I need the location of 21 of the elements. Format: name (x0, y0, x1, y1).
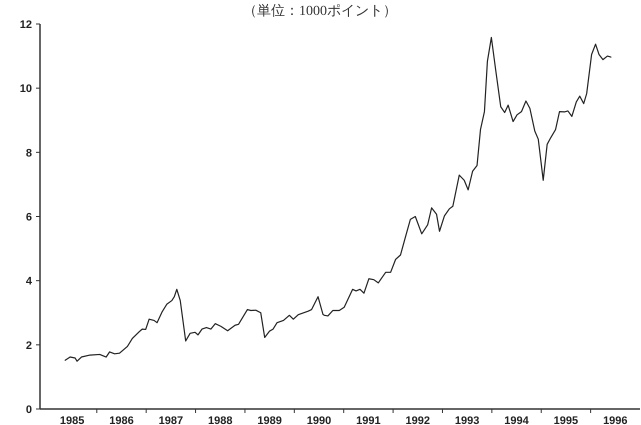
x-tick-label: 1988 (208, 415, 232, 425)
x-tick-label: 1987 (158, 415, 184, 425)
x-tick-label: 1991 (356, 415, 381, 425)
x-tick-label: 1995 (554, 415, 578, 425)
x-tick-label: 1993 (454, 415, 480, 425)
y-tick-label: 6 (26, 212, 32, 224)
x-tick-label: 1992 (406, 415, 430, 425)
line-series (64, 36, 612, 362)
y-tick-label: 0 (26, 404, 32, 416)
x-tick-label: 1986 (109, 415, 134, 425)
x-tick-label: 1996 (603, 415, 628, 425)
y-tick-label: 2 (26, 340, 32, 352)
y-tick-label: 4 (26, 276, 33, 288)
y-tick-label: 8 (26, 147, 32, 160)
y-tick-label: 12 (20, 19, 32, 31)
y-tick-label: 10 (20, 83, 32, 96)
x-tick-label: 1989 (257, 415, 282, 425)
x-tick-label: 1985 (60, 415, 84, 425)
x-tick-label: 1994 (504, 415, 530, 425)
x-tick-label: 1990 (306, 415, 332, 425)
chart-title: （単位：1000ポイント） (243, 3, 397, 19)
